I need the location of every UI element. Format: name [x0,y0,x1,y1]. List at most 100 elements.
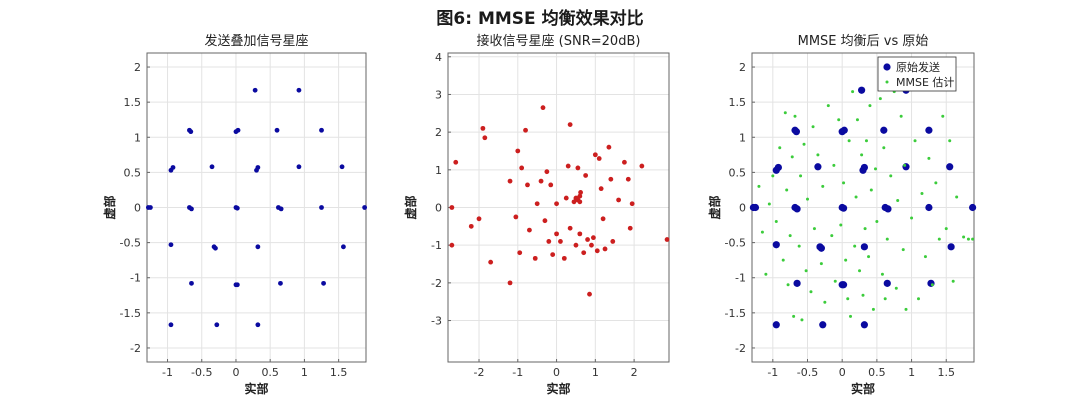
data-point [880,272,884,276]
x-axis-label: 实部 [244,381,268,396]
data-point [594,248,600,254]
y-tick-label: -1.5 [725,307,746,320]
data-point [837,118,841,122]
data-point [255,322,261,328]
x-tick-label: 2 [631,366,638,379]
subplot-title: MMSE 均衡后 vs 原始 [798,34,929,49]
data-point [883,297,887,301]
data-point [792,128,801,136]
data-point [814,163,822,171]
data-point [951,279,955,283]
data-point [788,234,792,238]
data-point [170,165,176,170]
y-tick-label: -2 [735,342,746,355]
data-point [252,87,258,93]
x-axis-label: 实部 [851,381,875,396]
data-point [188,129,194,135]
data-point [362,205,368,210]
data-point [610,239,616,244]
data-point [629,201,635,207]
data-point [751,203,760,212]
data-point [826,104,830,108]
data-point [577,199,583,205]
data-point [948,139,952,143]
data-point [561,255,567,261]
data-point [913,139,917,143]
legend-label: MMSE 估计 [896,76,954,89]
series-1 [449,105,670,297]
data-point [525,182,530,188]
data-point [851,90,855,94]
data-point [757,184,761,188]
y-tick-label: 2 [739,61,746,74]
data-point [941,114,945,118]
y-tick-label: 4 [435,51,442,64]
data-point [901,248,905,252]
data-point [966,237,970,241]
subplot-title: 发送叠加信号星座 [204,33,308,49]
data-point [578,190,583,195]
data-point [554,201,559,207]
data-point [567,225,573,231]
data-point [148,205,153,210]
data-point [639,163,645,169]
y-tick-label: -1.5 [120,307,141,320]
data-point [772,321,780,329]
data-point [855,118,859,122]
data-point [882,146,886,150]
data-point [534,201,540,207]
data-point [871,307,875,311]
data-point [532,255,538,261]
data-point [774,220,778,224]
x-tick-label: -1 [162,366,173,379]
y-tick-label: 0 [435,202,442,215]
data-point [581,250,587,256]
data-point [778,146,782,150]
y-tick-label: -0.5 [120,237,141,250]
data-point [878,97,882,101]
y-axis-label: 虚部 [707,195,722,219]
data-point [598,186,604,192]
y-tick-label: 0.5 [729,166,747,179]
data-point [554,231,559,237]
data-point [902,163,910,171]
data-point [799,174,803,178]
data-point [868,104,872,108]
y-tick-label: 3 [435,88,442,101]
data-point [840,126,848,134]
data-point [548,182,554,188]
data-point [571,199,577,205]
data-point [903,163,907,167]
x-tick-label: 1 [908,366,915,379]
data-point [577,231,583,237]
legend-marker [883,63,891,71]
data-point [969,203,977,212]
data-point [278,280,283,286]
y-tick-label: -1 [735,272,746,285]
x-axis-label: 实部 [546,381,570,396]
data-point [468,223,474,229]
data-point [575,165,581,171]
data-point [168,242,174,248]
x-tick-label: 1.5 [330,366,348,379]
data-point [793,279,801,287]
x-tick-label: 1 [301,366,308,379]
data-point [278,206,284,212]
data-point [806,197,809,201]
data-point [540,105,546,111]
data-point [596,156,602,161]
data-point [847,139,851,143]
data-point [861,293,865,297]
subplot-title: 接收信号星座 (SNR=20dB) [477,33,641,49]
data-point [774,163,782,172]
x-tick-label: -0.5 [191,366,212,379]
data-point [233,282,239,288]
x-tick-label: 1 [592,366,599,379]
data-point [189,206,194,212]
data-point [816,153,820,157]
data-point [925,203,933,212]
data-point [853,244,857,248]
data-point [449,205,455,210]
data-point [321,280,326,286]
